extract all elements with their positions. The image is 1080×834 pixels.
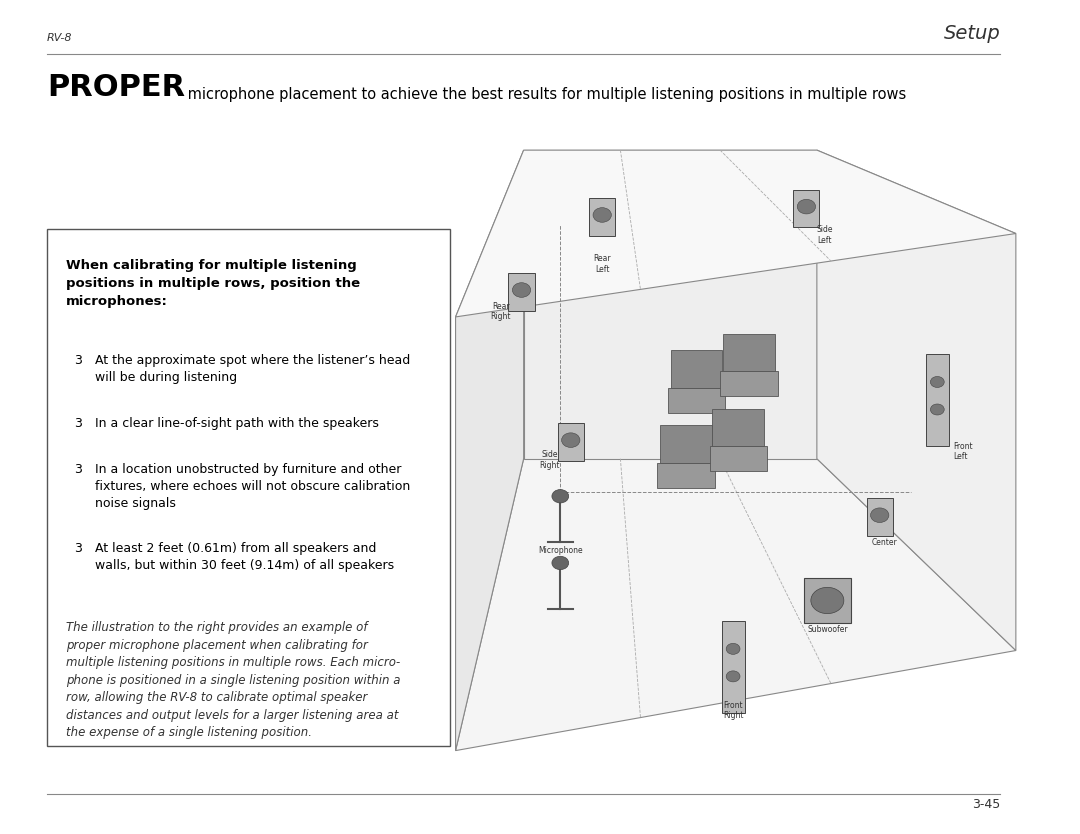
Bar: [723, 334, 774, 371]
Text: In a location unobstructed by furniture and other
fixtures, where echoes will no: In a location unobstructed by furniture …: [95, 463, 410, 510]
Text: Rear
Right: Rear Right: [490, 302, 511, 321]
Text: Front
Left: Front Left: [953, 442, 973, 461]
Bar: [866, 499, 893, 536]
Text: At least 2 feet (0.61m) from all speakers and
walls, but within 30 feet (9.14m) : At least 2 feet (0.61m) from all speaker…: [95, 542, 394, 572]
Circle shape: [930, 404, 944, 415]
FancyBboxPatch shape: [48, 229, 450, 746]
Bar: [713, 409, 765, 446]
Polygon shape: [456, 150, 524, 751]
Text: 3: 3: [75, 542, 82, 555]
Bar: [589, 198, 616, 236]
Text: Center: Center: [872, 538, 897, 547]
Bar: [557, 424, 584, 460]
Text: Side
Right: Side Right: [540, 450, 561, 470]
Text: RV-8: RV-8: [48, 33, 72, 43]
Text: Subwoofer: Subwoofer: [807, 626, 848, 635]
Bar: [509, 273, 535, 311]
Bar: [657, 463, 715, 488]
Text: In a clear line-of-sight path with the speakers: In a clear line-of-sight path with the s…: [95, 417, 379, 430]
Circle shape: [726, 643, 740, 655]
Text: Setup: Setup: [944, 24, 1000, 43]
Bar: [720, 371, 778, 396]
Polygon shape: [456, 459, 1016, 751]
Text: Side
Left: Side Left: [816, 225, 834, 244]
Circle shape: [552, 490, 569, 503]
Bar: [671, 350, 723, 388]
Polygon shape: [524, 150, 816, 459]
Text: microphone placement to achieve the best results for multiple listening position: microphone placement to achieve the best…: [184, 87, 906, 102]
Circle shape: [930, 376, 944, 388]
Bar: [660, 425, 712, 463]
Circle shape: [811, 587, 843, 614]
Text: 3: 3: [75, 463, 82, 476]
Polygon shape: [456, 150, 1016, 317]
Text: 3: 3: [75, 417, 82, 430]
Text: Front
Right: Front Right: [723, 701, 743, 720]
Circle shape: [552, 556, 569, 570]
Text: Microphone: Microphone: [538, 546, 582, 555]
Bar: [804, 578, 851, 624]
Text: The illustration to the right provides an example of
proper microphone placement: The illustration to the right provides a…: [66, 621, 401, 739]
Text: 3-45: 3-45: [972, 797, 1000, 811]
Text: 3: 3: [75, 354, 82, 368]
Text: Rear
Left: Rear Left: [593, 254, 611, 274]
Circle shape: [512, 283, 530, 298]
Text: PROPER: PROPER: [48, 73, 186, 102]
Text: At the approximate spot where the listener’s head
will be during listening: At the approximate spot where the listen…: [95, 354, 410, 384]
Polygon shape: [816, 150, 1016, 651]
Text: When calibrating for multiple listening
positions in multiple rows, position the: When calibrating for multiple listening …: [66, 259, 360, 308]
Circle shape: [870, 508, 889, 522]
Circle shape: [797, 199, 815, 214]
Bar: [721, 621, 744, 713]
Circle shape: [593, 208, 611, 223]
Bar: [710, 446, 767, 471]
Circle shape: [726, 671, 740, 682]
Bar: [794, 189, 820, 228]
Circle shape: [562, 433, 580, 448]
Bar: [926, 354, 949, 446]
Bar: [667, 388, 726, 413]
